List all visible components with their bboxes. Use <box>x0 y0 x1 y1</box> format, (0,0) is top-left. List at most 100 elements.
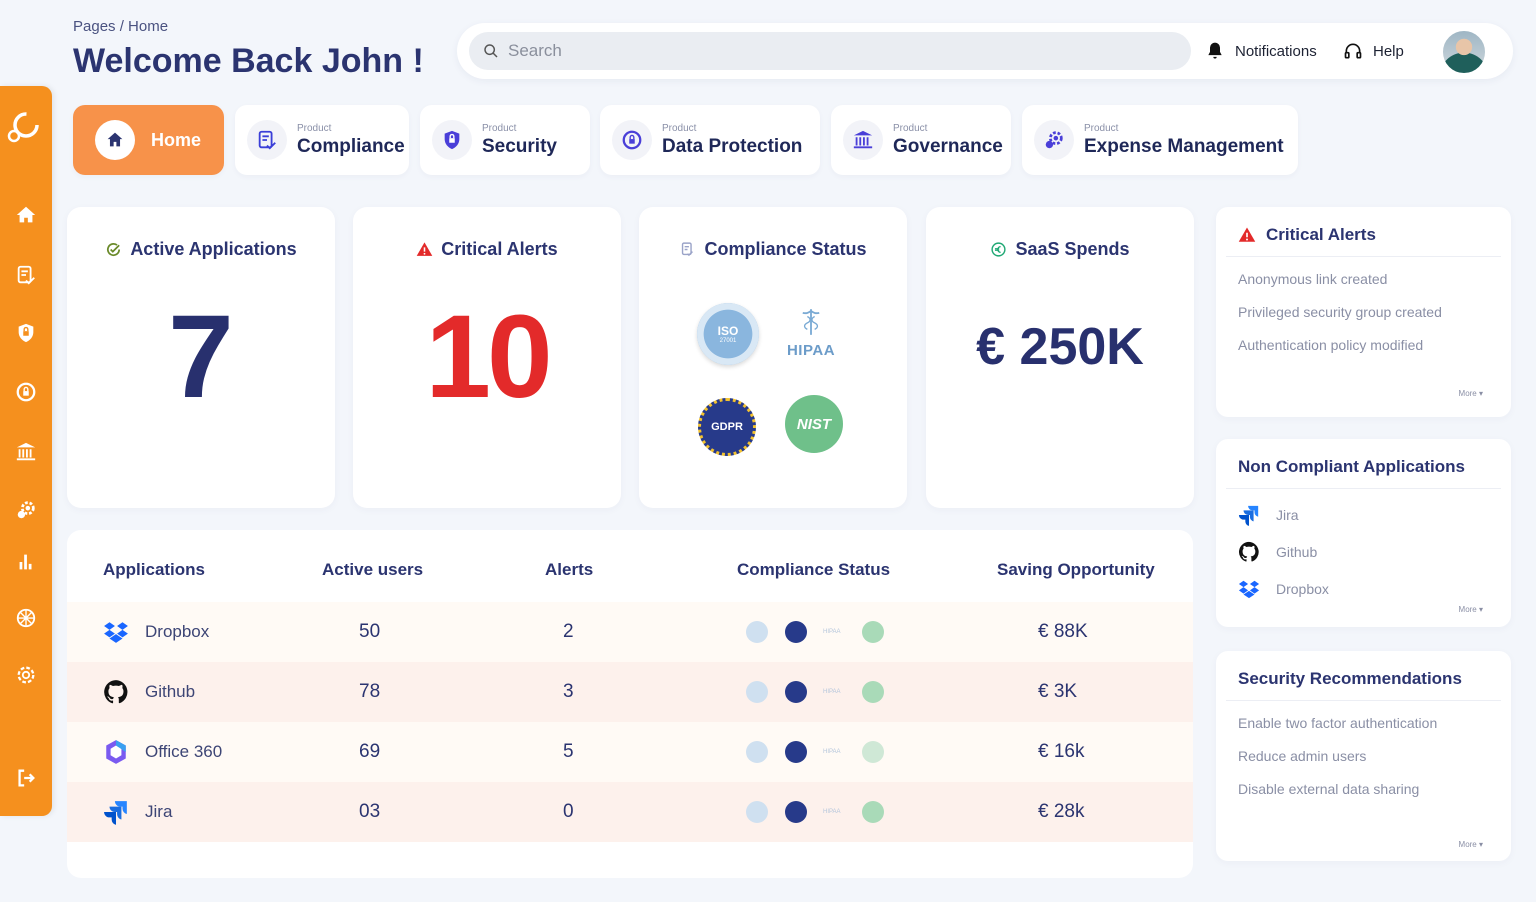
non-compliant-item[interactable]: Jira <box>1238 504 1299 526</box>
iso-mini-icon <box>746 801 768 823</box>
card-title: Compliance Status <box>639 239 907 260</box>
sidebar-settings-icon[interactable] <box>12 661 40 689</box>
gdpr-mini-icon <box>785 681 807 703</box>
sidebar-governance-icon[interactable] <box>12 438 40 466</box>
sidebar-data-protection-icon[interactable] <box>12 378 40 406</box>
saas-spends-card[interactable]: SaaS Spends € 250K <box>926 207 1194 508</box>
hipaa-label: HIPAA <box>786 342 836 359</box>
alert-item[interactable]: Privileged security group created <box>1238 304 1442 320</box>
search-icon <box>484 44 498 58</box>
iso-badge: ISO 27001 <box>697 303 759 365</box>
tab-label: Home <box>151 129 202 150</box>
tab-expense-management[interactable]: Product Expense Management <box>1022 105 1298 175</box>
tab-home[interactable]: Home <box>73 105 224 175</box>
search-box[interactable] <box>469 32 1191 70</box>
iso-mini-icon <box>746 621 768 643</box>
lock-cycle-icon <box>612 120 652 160</box>
card-title: SaaS Spends <box>926 239 1194 260</box>
non-compliant-item[interactable]: Github <box>1238 541 1317 563</box>
dropbox-icon <box>104 622 128 643</box>
panel-title: Security Recommendations <box>1238 669 1462 689</box>
non-compliant-label: Dropbox <box>1276 581 1329 597</box>
sidebar-analytics-icon[interactable] <box>12 548 40 576</box>
gdpr-badge: GDPR <box>698 398 756 456</box>
recommendation-item[interactable]: Enable two factor authentication <box>1238 715 1438 731</box>
app-name: Jira <box>145 802 173 821</box>
tab-small-label: Product <box>482 122 517 134</box>
tab-small-label: Product <box>893 122 928 134</box>
search-input[interactable] <box>508 41 1168 61</box>
sidebar-home-icon[interactable] <box>12 201 40 229</box>
divider <box>1226 256 1501 257</box>
alert-item[interactable]: Authentication policy modified <box>1238 337 1424 353</box>
table-row[interactable]: Dropbox 50 2 HIPAA € 88K <box>67 602 1193 662</box>
sidebar-compliance-icon[interactable] <box>12 261 40 289</box>
alerts-count: 0 <box>563 801 574 822</box>
active-users: 03 <box>359 801 381 822</box>
panel-title: Non Compliant Applications <box>1238 457 1465 477</box>
shield-lock-icon <box>432 120 472 160</box>
more-button[interactable]: More ▾ <box>1458 605 1483 614</box>
home-icon <box>95 120 135 160</box>
brand-logo-icon[interactable] <box>7 110 41 144</box>
notifications-button[interactable]: Notifications <box>1205 41 1317 61</box>
card-title: Active Applications <box>67 239 335 260</box>
table-row[interactable]: Jira 03 0 HIPAA € 28k <box>67 782 1193 842</box>
tab-security[interactable]: Product Security <box>420 105 590 175</box>
active-applications-card[interactable]: Active Applications 7 <box>67 207 335 508</box>
panel-title: Critical Alerts <box>1238 225 1376 245</box>
hipaa-mini-icon: HIPAA <box>823 809 841 815</box>
recommendation-item[interactable]: Disable external data sharing <box>1238 781 1420 797</box>
top-bar: Notifications Help <box>457 23 1513 79</box>
dropbox-icon <box>1238 580 1260 599</box>
recommendation-item[interactable]: Reduce admin users <box>1238 748 1367 764</box>
critical-alerts-card[interactable]: Critical Alerts 10 <box>353 207 621 508</box>
tab-governance[interactable]: Product Governance <box>831 105 1011 175</box>
compliance-status-card[interactable]: Compliance Status ISO 27001 HIPAA GDPR N… <box>639 207 907 508</box>
document-check-icon <box>682 242 694 257</box>
breadcrumb[interactable]: Pages / Home <box>73 18 169 35</box>
critical-alerts-title: Critical Alerts <box>441 239 558 259</box>
more-button[interactable]: More ▾ <box>1458 389 1483 398</box>
nist-label: NIST <box>796 415 832 433</box>
tab-label: Security <box>482 135 557 157</box>
sidebar-logout-icon[interactable] <box>12 764 40 792</box>
tab-compliance[interactable]: Product Compliance <box>235 105 409 175</box>
bell-icon <box>1208 42 1222 59</box>
applications-table: Applications Active users Alerts Complia… <box>67 530 1193 878</box>
non-compliant-item[interactable]: Dropbox <box>1238 578 1329 600</box>
saving-value: € 3K <box>1038 681 1078 702</box>
app-name: Github <box>145 682 196 701</box>
hipaa-badge: HIPAA <box>781 307 841 359</box>
alert-item[interactable]: Anonymous link created <box>1238 271 1388 287</box>
gdpr-label: GDPR <box>711 421 743 433</box>
sidebar-integrations-icon[interactable] <box>12 604 40 632</box>
tab-data-protection[interactable]: Product Data Protection <box>600 105 820 175</box>
github-icon <box>104 680 128 704</box>
avatar[interactable] <box>1441 29 1487 75</box>
hipaa-mini-icon: HIPAA <box>823 629 841 635</box>
gdpr-mini-icon <box>785 621 807 643</box>
nist-badge: NIST <box>785 395 843 453</box>
sidebar <box>0 86 52 816</box>
help-label: Help <box>1373 42 1404 60</box>
non-compliant-panel-title: Non Compliant Applications <box>1238 457 1465 476</box>
nist-mini-icon <box>862 681 884 703</box>
hipaa-mini-icon: HIPAA <box>823 689 841 695</box>
active-users: 78 <box>359 681 381 702</box>
non-compliant-label: Jira <box>1276 507 1299 523</box>
tab-small-label: Product <box>1084 122 1119 134</box>
table-row[interactable]: Github 78 3 HIPAA € 3K <box>67 662 1193 722</box>
more-button[interactable]: More ▾ <box>1458 840 1483 849</box>
sidebar-expense-icon[interactable] <box>12 496 40 524</box>
table-row[interactable]: Office 360 69 5 HIPAA € 16k <box>67 722 1193 782</box>
tab-label: Data Protection <box>662 135 803 157</box>
euro-circle-icon <box>991 242 1007 257</box>
office-icon <box>106 740 126 764</box>
app-name: Dropbox <box>145 622 210 641</box>
saving-value: € 16k <box>1038 741 1085 762</box>
sidebar-security-icon[interactable] <box>12 319 40 347</box>
iso-number: 27001 <box>719 338 737 344</box>
help-button[interactable]: Help <box>1343 41 1404 61</box>
table-header: Compliance Status <box>737 560 891 579</box>
